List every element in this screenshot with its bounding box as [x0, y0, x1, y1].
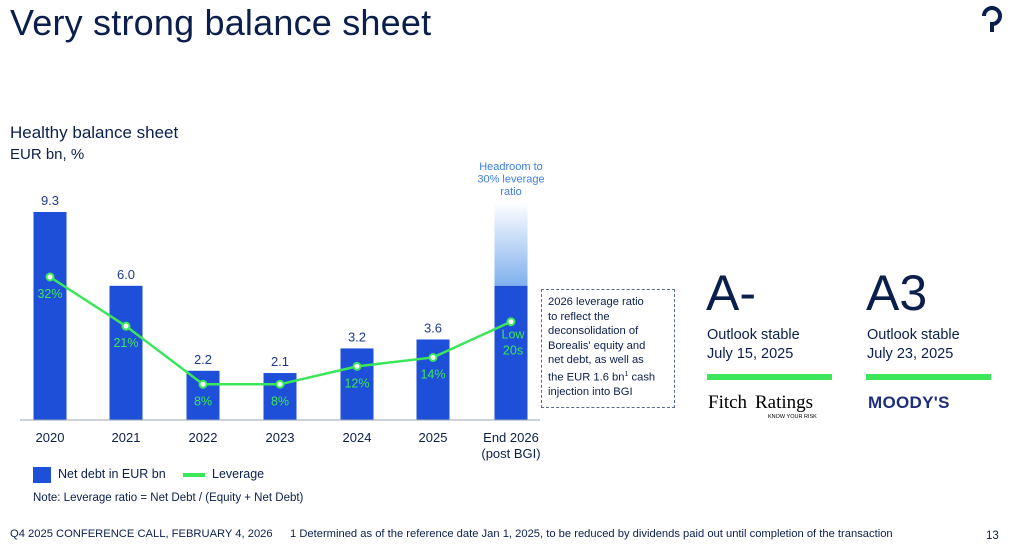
leverage-point [275, 379, 285, 389]
footer-footnote: 1 Determined as of the reference date Ja… [290, 528, 893, 540]
leverage-point [45, 272, 55, 282]
leverage-value-label: 12% [344, 376, 369, 390]
annotation-line: deconsolidation of [548, 325, 639, 338]
svg-text:KNOW YOUR RISK: KNOW YOUR RISK [768, 414, 817, 420]
chart-title: Healthy balance sheet [10, 123, 179, 142]
annotation-line: cash [628, 371, 656, 384]
bar-value-label: 2.1 [271, 354, 289, 369]
svg-text:Ratings: Ratings [755, 392, 813, 413]
footnote-marker: 1 [624, 370, 629, 378]
fitch-rating-outlook: Outlook stable [707, 327, 800, 343]
leverage-point [428, 352, 438, 362]
legend-leverage-label: Leverage [212, 467, 265, 481]
leverage-value-label: 20s [503, 344, 523, 358]
company-logo-icon [982, 6, 1002, 32]
annotation-line: 2026 leverage ratio [548, 296, 644, 308]
moodys-accent-bar [866, 374, 991, 380]
leverage-annotation-box: 2026 leverage ratio to reflect the decon… [541, 289, 675, 408]
annotation-line: to reflect the [548, 310, 610, 323]
bar-value-label: 9.3 [41, 193, 59, 208]
leverage-value-label: 14% [420, 367, 445, 381]
net-debt-bar [340, 348, 374, 420]
page-title: Very strong balance sheet [10, 2, 432, 43]
x-tick-label: 2023 [266, 430, 295, 445]
footer-event: Q4 2025 CONFERENCE CALL, FEBRUARY 4, 202… [10, 528, 273, 540]
headroom-label: ratio [500, 186, 521, 198]
fitch-rating-date: July 15, 2025 [707, 346, 794, 362]
legend-net-debt-swatch [33, 467, 51, 483]
leverage-value-label: 8% [271, 394, 289, 408]
fitch-accent-bar [707, 374, 832, 380]
leverage-point [506, 317, 516, 327]
moodys-rating-date: July 23, 2025 [867, 346, 954, 362]
net-debt-bar [186, 370, 220, 420]
leverage-value-label: 32% [37, 287, 62, 301]
bar-value-label: 6.0 [117, 267, 135, 282]
x-tick-label: 2024 [343, 430, 372, 445]
x-tick-label: 2020 [36, 430, 65, 445]
bar-value-label: 3.6 [424, 320, 442, 335]
chart-note: Note: Leverage ratio = Net Debt / (Equit… [33, 492, 304, 504]
net-debt-bar [33, 212, 67, 420]
leverage-value-label: 21% [113, 336, 138, 350]
headroom-label: Headroom to [479, 161, 543, 173]
legend-leverage-swatch [183, 473, 205, 477]
annotation-line: net debt, as well as [548, 354, 644, 367]
leverage-point [198, 379, 208, 389]
x-tick-label: End 2026 [483, 430, 539, 445]
leverage-point [352, 361, 362, 371]
headroom-label: 30% leverage [477, 174, 544, 186]
page-number: 13 [986, 530, 999, 542]
x-tick-label: 2025 [419, 430, 448, 445]
moodys-logo: MOODY'S [868, 393, 950, 412]
x-tick-label: (post BGI) [481, 446, 540, 461]
moodys-rating-outlook: Outlook stable [867, 327, 960, 343]
leverage-value-label: Low [502, 328, 526, 342]
net-debt-bar [109, 285, 143, 420]
annotation-line: the EUR 1.6 bn [548, 371, 625, 384]
x-tick-label: 2022 [189, 430, 218, 445]
x-tick-label: 2021 [112, 430, 141, 445]
leverage-value-label: 8% [194, 394, 212, 408]
fitch-ratings-logo: Fitch Ratings KNOW YOUR RISK [708, 392, 817, 420]
moodys-rating-grade: A3 [866, 265, 928, 321]
svg-text:Fitch: Fitch [708, 392, 748, 413]
annotation-line: injection into BGI [548, 386, 633, 399]
annotation-line: Borealis' equity and [548, 339, 646, 352]
net-debt-bar [494, 285, 528, 420]
chart-subtitle: EUR bn, % [10, 146, 85, 163]
legend-net-debt-label: Net debt in EUR bn [58, 467, 166, 481]
leverage-point [121, 321, 131, 331]
bar-value-label: 2.2 [194, 352, 212, 367]
fitch-rating-grade: A- [706, 265, 756, 321]
headroom-bar [494, 202, 528, 286]
bar-value-label: 3.2 [348, 329, 366, 344]
